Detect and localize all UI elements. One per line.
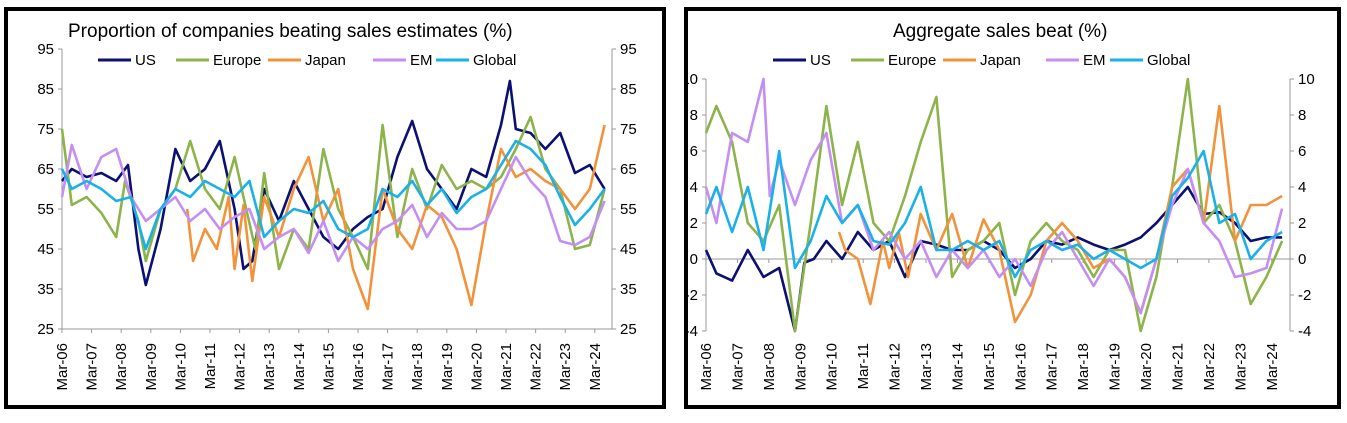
y-tick-label-right: 35 (620, 281, 637, 298)
y-tick-label-left: -2 (688, 287, 698, 304)
x-tick-label: Mar-07 (84, 343, 101, 391)
legend-label-japan: Japan (305, 52, 346, 69)
x-tick-label: Mar-06 (698, 343, 715, 391)
x-tick-label: Mar-07 (729, 343, 746, 391)
y-tick-label-right: 95 (620, 41, 637, 58)
y-tick-label-left: 75 (37, 121, 54, 138)
series-line-global (704, 149, 1283, 279)
y-tick-label-left: 8 (690, 107, 698, 124)
legend-label-em: EM (410, 52, 433, 69)
y-tick-label-right: 25 (620, 321, 637, 338)
x-tick-label: Mar-13 (918, 343, 935, 391)
x-tick-label: Mar-12 (887, 343, 904, 391)
y-tick-label-right: 0 (1298, 251, 1306, 268)
y-tick-label-left: 0 (690, 251, 698, 268)
legend-label-europe: Europe (213, 52, 261, 69)
x-tick-label: Mar-14 (949, 343, 966, 391)
y-tick-label-left: 4 (690, 179, 698, 196)
x-tick-label: Mar-08 (113, 343, 130, 391)
y-tick-label-right: 65 (620, 161, 637, 178)
legend-label-global: Global (1147, 52, 1190, 69)
y-tick-label-right: 8 (1298, 107, 1306, 124)
x-tick-label: Mar-24 (1264, 343, 1281, 391)
x-tick-label: Mar-19 (1107, 343, 1124, 391)
x-tick-label: Mar-23 (1232, 343, 1249, 391)
x-tick-label: Mar-20 (1138, 343, 1155, 391)
y-tick-label-left: 55 (37, 201, 54, 218)
sales-beat-chart: Aggregate sales beat (%) -4 -4 -2 -2 0 0 2 2 4 4 6 6… (688, 21, 1315, 391)
y-tick-label-left: 25 (37, 321, 54, 338)
x-tick-label: Mar-09 (792, 343, 809, 391)
x-tick-label: Mar-10 (172, 343, 189, 391)
y-tick-label-right: 55 (620, 201, 637, 218)
x-tick-label: Mar-16 (1012, 343, 1029, 391)
x-tick-label: Mar-23 (557, 343, 574, 391)
x-tick-label: Mar-09 (143, 343, 160, 391)
y-tick-label-right: -2 (1298, 287, 1311, 304)
y-tick-label-right: 75 (620, 121, 637, 138)
x-tick-label: Mar-08 (761, 343, 778, 391)
y-tick-label-right: 85 (620, 81, 637, 98)
y-tick-label-left: -4 (688, 323, 698, 340)
legend-label-em: EM (1083, 52, 1106, 69)
x-tick-label: Mar-11 (855, 343, 872, 389)
legend-label-global: Global (473, 52, 516, 69)
x-tick-label: Mar-21 (1169, 343, 1186, 391)
series-line-em (60, 143, 606, 263)
series-line-global (60, 139, 606, 251)
x-tick-label: Mar-19 (439, 343, 456, 391)
x-tick-label: Mar-12 (232, 343, 249, 391)
y-tick-label-left: 45 (37, 241, 54, 258)
chart-title: Aggregate sales beat (%) (893, 21, 1107, 42)
y-tick-label-right: 6 (1298, 143, 1306, 160)
x-tick-label: Mar-24 (587, 343, 604, 391)
y-tick-label-left: 35 (37, 281, 54, 298)
legend-label-us: US (810, 52, 831, 69)
x-tick-label: Mar-22 (528, 343, 545, 391)
y-tick-label-right: -4 (1298, 323, 1311, 340)
x-tick-label: Mar-11 (202, 343, 219, 389)
series-line-em (704, 77, 1284, 315)
x-tick-label: Mar-18 (409, 343, 426, 391)
y-tick-label-left: 2 (690, 215, 698, 232)
y-tick-label-right: 10 (1298, 71, 1315, 88)
x-tick-label: Mar-15 (981, 343, 998, 391)
x-tick-label: Mar-06 (54, 343, 71, 391)
y-tick-label-left: 95 (37, 41, 54, 58)
x-tick-label: Mar-10 (824, 343, 841, 391)
x-tick-label: Mar-18 (1075, 343, 1092, 391)
legend-label-europe: Europe (888, 52, 936, 69)
x-tick-label: Mar-20 (468, 343, 485, 391)
y-tick-label-left: 85 (37, 81, 54, 98)
y-tick-label-right: 2 (1298, 215, 1306, 232)
sales-beat-chart-panel: Aggregate sales beat (%) -4 -4 -2 -2 0 0 2 2 4 4 6 6… (684, 7, 1341, 409)
x-tick-label: Mar-15 (320, 343, 337, 391)
series-line-us (60, 79, 606, 287)
series-line-japan (185, 124, 606, 311)
x-tick-label: Mar-14 (291, 343, 308, 391)
proportion-chart-panel: Proportion of companies beating sales es… (4, 7, 666, 409)
legend-label-us: US (135, 52, 156, 69)
x-tick-label: Mar-13 (261, 343, 278, 391)
y-tick-label-left: 6 (690, 143, 698, 160)
x-tick-label: Mar-17 (380, 343, 397, 391)
series-line-europe (704, 77, 1284, 333)
x-tick-label: Mar-17 (1044, 343, 1061, 391)
legend-label-japan: Japan (980, 52, 1021, 69)
proportion-chart: Proportion of companies beating sales es… (37, 21, 637, 391)
series-line-japan (837, 104, 1283, 324)
y-tick-label-right: 4 (1298, 179, 1306, 196)
y-tick-label-left: 65 (37, 161, 54, 178)
y-tick-label-right: 45 (620, 241, 637, 258)
chart-title: Proportion of companies beating sales es… (68, 21, 513, 42)
y-tick-label-left: 10 (688, 71, 698, 88)
x-tick-label: Mar-21 (498, 343, 515, 391)
x-tick-label: Mar-22 (1201, 343, 1218, 391)
x-tick-label: Mar-16 (350, 343, 367, 391)
